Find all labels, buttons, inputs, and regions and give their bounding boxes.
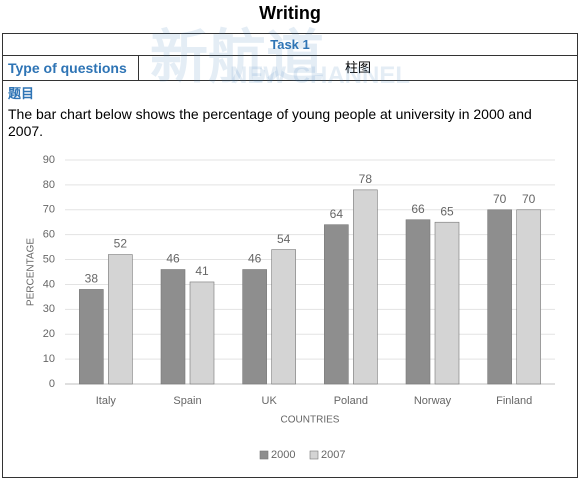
value-label: 46 — [166, 252, 180, 266]
value-label: 78 — [359, 172, 373, 186]
bar — [79, 289, 104, 385]
x-tick-label: Poland — [334, 395, 368, 407]
bar — [353, 189, 378, 385]
y-tick-label: 60 — [43, 229, 55, 241]
x-axis-title: COUNTRIES — [281, 415, 340, 426]
y-tick-label: 90 — [43, 154, 55, 166]
bar — [324, 224, 349, 385]
y-tick-label: 40 — [43, 278, 55, 290]
chart: 0 10 20 30 40 50 60 70 80 90 Italy 38 52 Spain 46 41 UK 4… — [26, 154, 555, 461]
task-table — [2, 33, 578, 478]
y-tick-label: 0 — [49, 378, 55, 390]
bar — [242, 269, 267, 385]
value-label: 46 — [248, 252, 262, 266]
page-title: Writing — [259, 3, 321, 23]
y-tick-label: 80 — [43, 179, 55, 191]
prompt-heading: 题目 — [8, 86, 35, 101]
bar — [108, 254, 133, 385]
x-tick-label: Finland — [496, 395, 532, 407]
y-axis-title: PERCENTAGE — [26, 238, 37, 306]
type-value: 柱图 — [139, 56, 577, 81]
x-tick-label: Spain — [173, 395, 201, 407]
legend-swatch — [259, 450, 269, 460]
bar — [516, 209, 541, 385]
value-label: 65 — [440, 204, 454, 218]
y-tick-label: 10 — [43, 353, 55, 365]
type-label: Type of questions — [3, 56, 139, 81]
bar — [434, 221, 460, 385]
value-label: 70 — [493, 192, 507, 206]
task-title: Task 1 — [3, 34, 577, 56]
legend-label: 2000 — [271, 449, 295, 461]
value-label: 70 — [522, 192, 536, 206]
value-label: 66 — [411, 202, 425, 216]
x-tick-label: Italy — [96, 395, 117, 407]
bar — [405, 219, 431, 385]
value-label: 54 — [277, 232, 291, 246]
legend-label: 2007 — [321, 449, 345, 461]
x-tick-label: UK — [262, 395, 278, 407]
y-tick-label: 30 — [43, 303, 55, 315]
x-tick-label: Norway — [414, 395, 452, 407]
legend-swatch — [309, 450, 319, 460]
value-label: 38 — [85, 272, 99, 286]
prompt: The bar chart below shows the percentage… — [8, 106, 532, 139]
bar — [160, 269, 186, 385]
value-label: 52 — [114, 237, 128, 251]
value-label: 64 — [330, 207, 344, 221]
bar — [487, 209, 512, 385]
bar — [271, 249, 296, 385]
y-tick-label: 20 — [43, 328, 55, 340]
bar — [189, 281, 215, 385]
value-label: 41 — [195, 264, 209, 278]
y-tick-label: 50 — [43, 253, 55, 265]
y-tick-label: 70 — [43, 204, 55, 216]
